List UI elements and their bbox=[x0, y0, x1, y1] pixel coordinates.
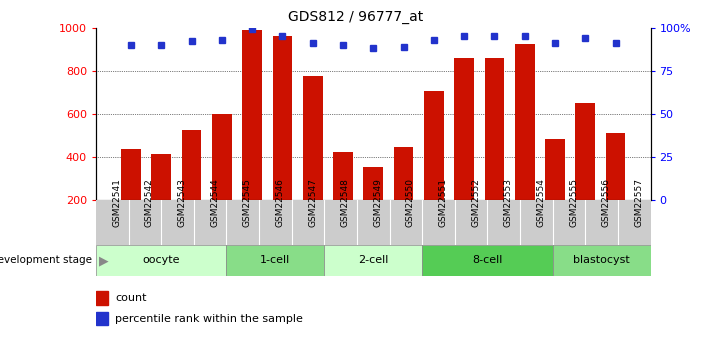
Text: ▶: ▶ bbox=[95, 254, 108, 267]
Text: GSM22546: GSM22546 bbox=[275, 178, 284, 227]
Text: GSM22551: GSM22551 bbox=[439, 178, 447, 227]
Bar bbox=[227, 245, 324, 276]
Text: GSM22555: GSM22555 bbox=[569, 178, 578, 227]
Text: GSM22543: GSM22543 bbox=[178, 178, 186, 227]
Bar bbox=[272, 36, 292, 243]
Bar bbox=[454, 58, 474, 243]
Bar bbox=[485, 58, 504, 243]
Text: GSM22552: GSM22552 bbox=[471, 178, 480, 227]
Text: GSM22549: GSM22549 bbox=[373, 178, 383, 227]
Bar bbox=[545, 139, 565, 243]
Bar bbox=[424, 91, 444, 243]
Text: GSM22550: GSM22550 bbox=[406, 178, 415, 227]
Bar bbox=[363, 167, 383, 243]
Text: GSM22541: GSM22541 bbox=[112, 178, 122, 227]
Bar bbox=[324, 245, 422, 276]
Bar bbox=[422, 245, 552, 276]
Text: oocyte: oocyte bbox=[142, 256, 180, 265]
Text: 2-cell: 2-cell bbox=[358, 256, 388, 265]
Bar bbox=[151, 154, 171, 243]
Bar bbox=[96, 312, 108, 325]
Text: count: count bbox=[115, 293, 147, 303]
Text: GDS812 / 96777_at: GDS812 / 96777_at bbox=[288, 10, 423, 24]
Bar bbox=[182, 130, 201, 243]
Bar bbox=[575, 103, 595, 243]
Text: blastocyst: blastocyst bbox=[573, 256, 630, 265]
Text: 1-cell: 1-cell bbox=[260, 256, 291, 265]
Text: GSM22557: GSM22557 bbox=[634, 178, 643, 227]
Text: GSM22556: GSM22556 bbox=[602, 178, 611, 227]
Bar bbox=[606, 133, 626, 243]
Bar bbox=[96, 291, 108, 305]
Text: GSM22547: GSM22547 bbox=[308, 178, 317, 227]
Bar bbox=[333, 151, 353, 243]
Text: GSM22542: GSM22542 bbox=[145, 178, 154, 227]
Bar bbox=[212, 114, 232, 243]
Text: percentile rank within the sample: percentile rank within the sample bbox=[115, 314, 304, 324]
Text: development stage: development stage bbox=[0, 256, 92, 265]
Text: 8-cell: 8-cell bbox=[472, 256, 503, 265]
Bar bbox=[552, 245, 651, 276]
Text: GSM22553: GSM22553 bbox=[504, 178, 513, 227]
Bar bbox=[394, 147, 413, 243]
Bar bbox=[242, 30, 262, 243]
Bar bbox=[303, 76, 323, 243]
Bar bbox=[121, 149, 141, 243]
Bar bbox=[515, 44, 535, 243]
Text: GSM22545: GSM22545 bbox=[242, 178, 252, 227]
Text: GSM22544: GSM22544 bbox=[210, 178, 219, 227]
Text: GSM22554: GSM22554 bbox=[536, 178, 545, 227]
Text: GSM22548: GSM22548 bbox=[341, 178, 350, 227]
Bar bbox=[96, 245, 227, 276]
